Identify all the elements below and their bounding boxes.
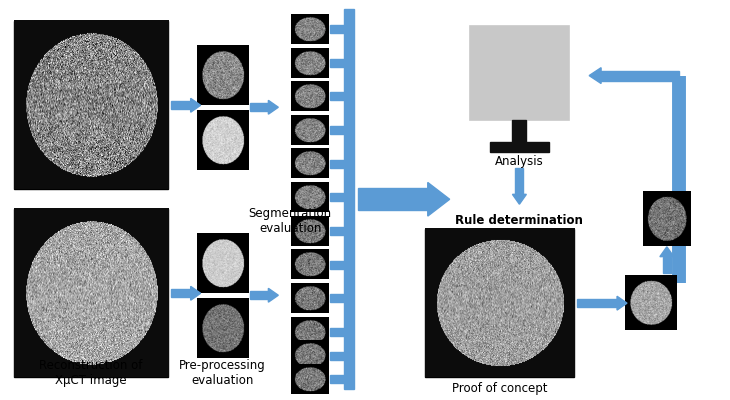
Polygon shape bbox=[191, 286, 201, 300]
Bar bbox=[344, 9, 354, 389]
Bar bbox=[425, 229, 575, 377]
Polygon shape bbox=[589, 68, 601, 84]
Bar bbox=[330, 59, 344, 67]
Bar bbox=[330, 375, 344, 383]
Bar bbox=[330, 92, 344, 100]
Bar bbox=[330, 126, 344, 134]
Text: Segmentation
evaluation: Segmentation evaluation bbox=[249, 207, 332, 235]
Polygon shape bbox=[269, 288, 278, 302]
Text: Rule determination: Rule determination bbox=[456, 214, 583, 227]
Bar bbox=[330, 25, 344, 33]
Bar bbox=[515, 168, 523, 194]
Bar bbox=[250, 291, 269, 299]
Polygon shape bbox=[269, 100, 278, 114]
Bar bbox=[330, 193, 344, 201]
Polygon shape bbox=[191, 98, 201, 112]
Polygon shape bbox=[617, 296, 627, 310]
Bar bbox=[490, 142, 549, 152]
Text: Reconstruction of
XμCT image: Reconstruction of XμCT image bbox=[39, 359, 143, 387]
Bar bbox=[330, 261, 344, 268]
Polygon shape bbox=[512, 194, 526, 204]
Text: Analysis: Analysis bbox=[495, 155, 544, 168]
Polygon shape bbox=[660, 247, 674, 257]
Bar bbox=[330, 294, 344, 302]
Text: Pre-processing
evaluation: Pre-processing evaluation bbox=[179, 359, 266, 387]
Bar bbox=[512, 120, 526, 142]
Bar bbox=[171, 289, 191, 297]
Bar bbox=[469, 26, 569, 120]
Bar bbox=[577, 299, 617, 307]
Text: Proof of concept: Proof of concept bbox=[452, 382, 548, 395]
Bar bbox=[330, 328, 344, 336]
Bar bbox=[250, 103, 269, 111]
Bar bbox=[663, 257, 671, 274]
Bar bbox=[330, 227, 344, 235]
Bar bbox=[358, 188, 428, 210]
Bar bbox=[330, 352, 344, 360]
Bar bbox=[171, 101, 191, 109]
Polygon shape bbox=[428, 182, 450, 216]
Bar bbox=[14, 209, 168, 377]
Bar bbox=[601, 71, 679, 80]
Bar bbox=[14, 21, 168, 189]
Bar bbox=[330, 160, 344, 168]
